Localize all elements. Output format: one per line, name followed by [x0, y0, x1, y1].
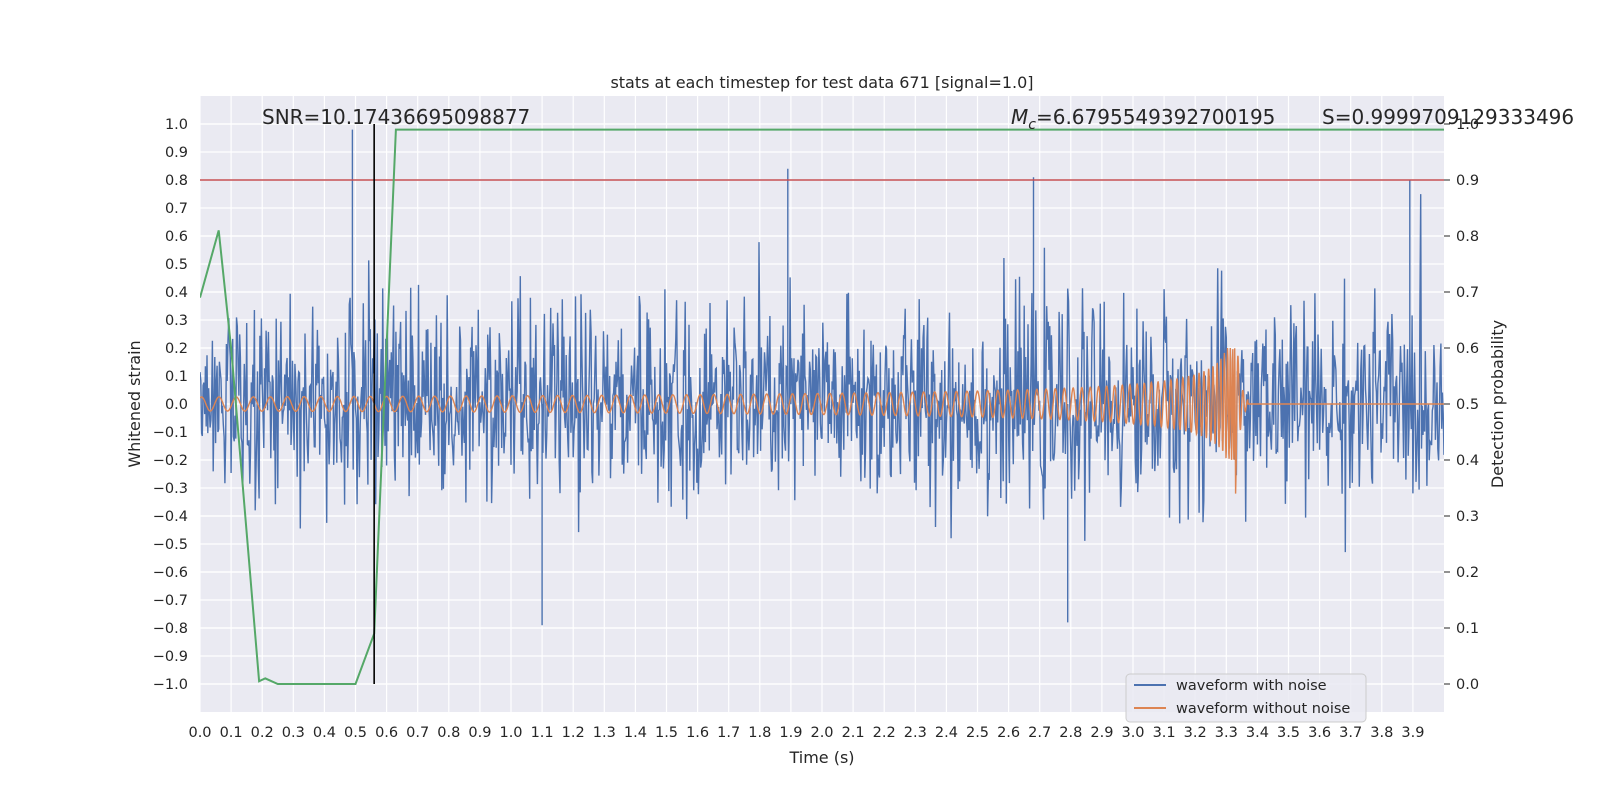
y2-axis-label: Detection probability	[1488, 320, 1507, 488]
x-tick-label: 0.9	[468, 725, 491, 741]
x-tick-label: 0.7	[406, 725, 429, 741]
x-tick-label: 3.8	[1370, 725, 1393, 741]
chart-title: stats at each timestep for test data 671…	[610, 73, 1033, 92]
series-waveform-with-noise	[200, 129, 1444, 626]
y-tick-label: −0.1	[153, 425, 188, 441]
x-tick-label: 2.0	[810, 725, 833, 741]
y-tick-label: −0.7	[153, 593, 188, 609]
x-tick-label: 3.7	[1339, 725, 1362, 741]
x-tick-label: 0.8	[437, 725, 460, 741]
y2-tick-label: 0.4	[1456, 453, 1479, 469]
x-tick-label: 3.9	[1401, 725, 1424, 741]
y-tick-label: −0.3	[153, 481, 188, 497]
x-tick-label: 3.4	[1246, 725, 1269, 741]
y2-tick-label: 0.8	[1456, 229, 1479, 245]
y2-tick-label: 0.6	[1456, 341, 1479, 357]
x-tick-label: 2.8	[1059, 725, 1082, 741]
x-tick-label: 2.3	[904, 725, 927, 741]
x-tick-labels: 0.0 0.1 0.2 0.3 0.4 0.5 0.6 0.7 0.8 0.9 1.0 1.1 1.2 1…	[188, 725, 1424, 741]
x-axis-label: Time (s)	[788, 748, 854, 767]
x-tick-label: 2.6	[997, 725, 1020, 741]
y-tick-label: 0.0	[165, 397, 188, 413]
x-tick-label: 1.1	[531, 725, 554, 741]
x-tick-label: 3.5	[1277, 725, 1300, 741]
x-tick-label: 1.3	[593, 725, 616, 741]
legend: waveform with noise waveform without noi…	[1125, 673, 1367, 723]
x-tick-label: 1.7	[717, 725, 740, 741]
y2-tick-label: 0.2	[1456, 565, 1479, 581]
snr-annotation: SNR=10.17436695098877	[262, 105, 530, 129]
y2-tick-label: 0.1	[1456, 621, 1479, 637]
y-tick-label: 0.6	[165, 229, 188, 245]
x-tick-label: 3.2	[1184, 725, 1207, 741]
x-tick-label: 0.0	[188, 725, 211, 741]
x-tick-label: 2.2	[873, 725, 896, 741]
x-tick-label: 3.1	[1153, 725, 1176, 741]
y-tick-labels: 1.0 0.9 0.8 0.7 0.6 0.5 0.4 0.3 0.2 0.1 0.0 −0.1 −0.…	[153, 117, 188, 693]
y2-tick-labels: 1.0 0.9 0.8 0.7 0.6 0.5 0.4 0.3 0.2 0.1 0.0	[1444, 117, 1479, 693]
s-annotation: S=0.9999709129333496	[1322, 105, 1574, 129]
series-detection-probability	[200, 128, 1444, 685]
y-tick-label: −0.5	[153, 537, 188, 553]
x-tick-label: 3.0	[1121, 725, 1144, 741]
x-tick-label: 3.6	[1308, 725, 1331, 741]
y-axis-label: Whitened strain	[125, 340, 144, 467]
x-tick-label: 0.1	[220, 725, 243, 741]
y-tick-label: 0.1	[165, 369, 188, 385]
x-tick-label: 1.8	[748, 725, 771, 741]
y-tick-label: 0.3	[165, 313, 188, 329]
y-tick-label: 0.8	[165, 173, 188, 189]
legend-label-clean: waveform without noise	[1176, 701, 1350, 717]
legend-label-noise: waveform with noise	[1176, 678, 1327, 694]
y-tick-label: 0.7	[165, 201, 188, 217]
x-tick-label: 1.5	[655, 725, 678, 741]
x-tick-label: 2.5	[966, 725, 989, 741]
x-tick-label: 3.3	[1215, 725, 1238, 741]
legend-box	[1125, 673, 1367, 723]
y2-tick-label: 1.0	[1456, 117, 1479, 133]
x-tick-label: 2.4	[935, 725, 958, 741]
y2-tick-label: 0.9	[1456, 173, 1479, 189]
x-tick-label: 0.2	[251, 725, 274, 741]
y-tick-label: −1.0	[153, 677, 188, 693]
y-tick-label: −0.8	[153, 621, 188, 637]
y-tick-label: 0.2	[165, 341, 188, 357]
chirp-mass-annotation: Mc=6.6795549392700195	[1011, 105, 1275, 133]
y2-tick-label: 0.0	[1456, 677, 1479, 693]
y-tick-label: −0.9	[153, 649, 188, 665]
y-tick-label: 0.9	[165, 145, 188, 161]
x-tick-label: 1.0	[499, 725, 522, 741]
series-waveform-without-noise	[200, 347, 1444, 494]
x-tick-label: 0.6	[375, 725, 398, 741]
y-tick-label: −0.6	[153, 565, 188, 581]
x-tick-label: 1.2	[562, 725, 585, 741]
x-tick-label: 1.6	[686, 725, 709, 741]
x-tick-label: 0.3	[282, 725, 305, 741]
y2-tick-label: 0.7	[1456, 285, 1479, 301]
y-tick-label: −0.2	[153, 453, 188, 469]
x-tick-label: 1.4	[624, 725, 647, 741]
y-tick-label: −0.4	[153, 509, 188, 525]
x-tick-label: 0.5	[344, 725, 367, 741]
y2-tick-label: 0.3	[1456, 509, 1479, 525]
y-tick-label: 0.5	[165, 257, 188, 273]
x-tick-label: 2.9	[1090, 725, 1113, 741]
y2-tick-label: 0.5	[1456, 397, 1479, 413]
y-tick-label: 0.4	[165, 285, 188, 301]
x-tick-label: 1.9	[779, 725, 802, 741]
y-tick-label: 1.0	[165, 117, 188, 133]
x-tick-label: 2.7	[1028, 725, 1051, 741]
x-tick-label: 2.1	[842, 725, 865, 741]
x-tick-label: 0.4	[313, 725, 336, 741]
